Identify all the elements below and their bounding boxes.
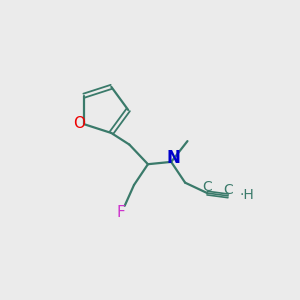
Text: N: N (166, 149, 180, 167)
Text: O: O (73, 116, 85, 130)
Text: C: C (202, 180, 212, 194)
Text: C: C (223, 183, 233, 197)
Text: ·H: ·H (239, 188, 254, 202)
Text: F: F (117, 205, 126, 220)
